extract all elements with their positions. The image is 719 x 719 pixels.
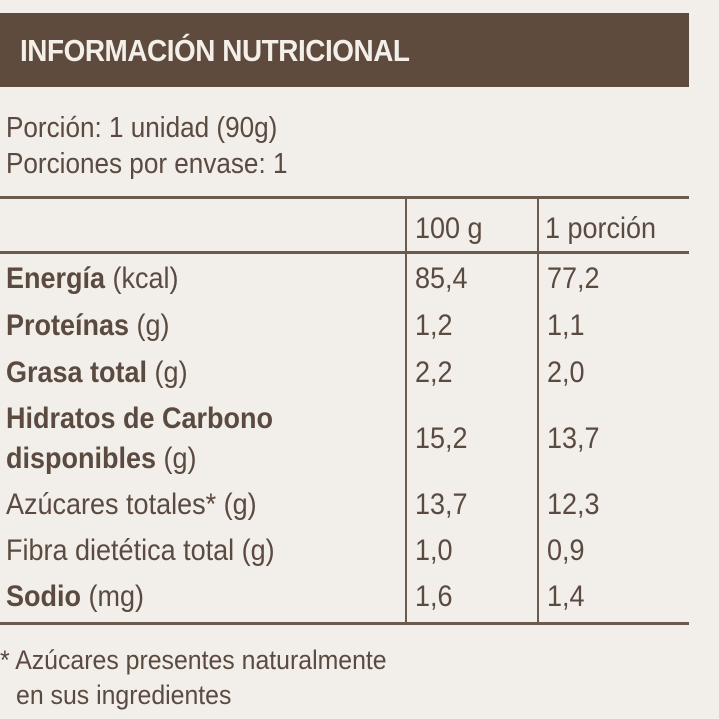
value-portion: 1,1: [547, 309, 585, 342]
value-100g: 15,2: [415, 422, 468, 455]
table-row-label: Fibra dietética total (g): [6, 534, 275, 567]
value-100g: 1,0: [415, 534, 453, 567]
value-100g: 1,6: [415, 580, 453, 613]
footnote-line-1: * Azúcares presentes naturalmente: [0, 645, 387, 675]
servings-per-package: Porciones por envase: 1: [6, 148, 288, 180]
value-portion: 2,0: [547, 356, 585, 389]
value-portion: 13,7: [547, 422, 600, 455]
title-bar: INFORMACIÓN NUTRICIONAL: [0, 13, 689, 87]
value-100g: 13,7: [415, 488, 468, 521]
page-title: INFORMACIÓN NUTRICIONAL: [20, 33, 410, 68]
value-100g: 1,2: [415, 309, 453, 342]
table-top-rule: [0, 196, 689, 199]
footnote-line-2: en sus ingredientes: [16, 680, 232, 710]
value-100g: 2,2: [415, 356, 453, 389]
table-bottom-rule: [0, 622, 689, 625]
serving-size: Porción: 1 unidad (90g): [6, 112, 278, 144]
table-row-label: Grasa total (g): [6, 356, 188, 389]
table-row-label: Energía (kcal): [6, 262, 179, 295]
table-row-label-cont: disponibles (g): [6, 442, 197, 475]
column-divider: [537, 197, 539, 624]
value-portion: 0,9: [547, 534, 585, 567]
table-row-label: Proteínas (g): [6, 309, 170, 342]
table-row-label: Sodio (mg): [6, 580, 144, 613]
column-header-100g: 100 g: [415, 212, 483, 245]
value-portion: 1,4: [547, 580, 585, 613]
header-rule: [0, 251, 689, 254]
table-row-label: Azúcares totales* (g): [6, 488, 257, 521]
value-100g: 85,4: [415, 262, 468, 295]
column-divider: [405, 197, 407, 624]
table-row-label: Hidratos de Carbono: [6, 402, 274, 435]
value-portion: 77,2: [547, 262, 600, 295]
column-header-portion: 1 porción: [545, 212, 657, 245]
value-portion: 12,3: [547, 488, 600, 521]
